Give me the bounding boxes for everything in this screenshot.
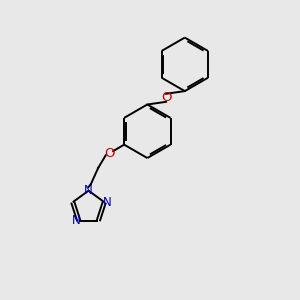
Text: O: O — [104, 147, 115, 160]
Text: O: O — [161, 91, 171, 104]
Text: N: N — [72, 214, 80, 227]
Text: N: N — [84, 184, 93, 197]
Text: N: N — [103, 196, 111, 209]
